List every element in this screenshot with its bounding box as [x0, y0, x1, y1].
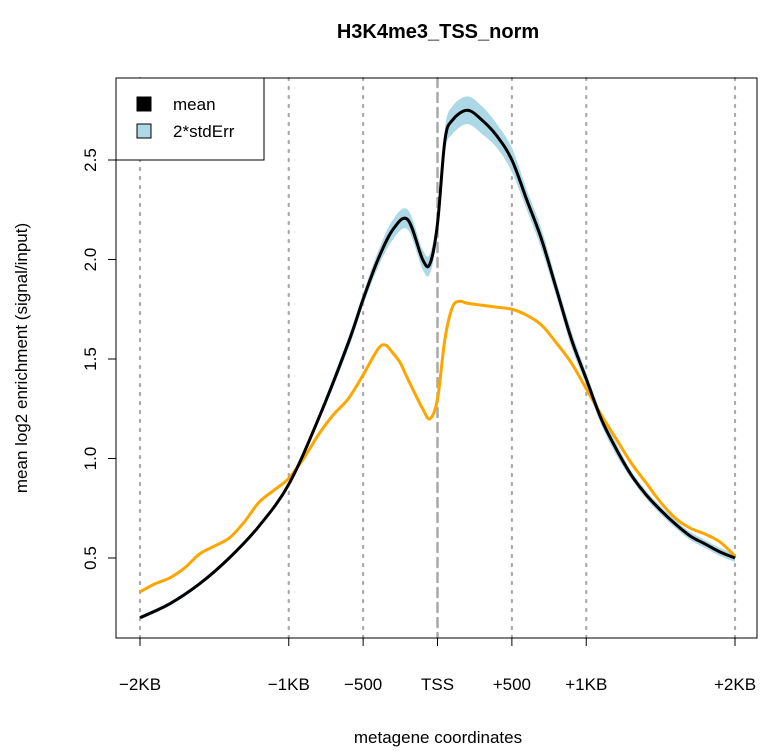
legend-label: 2*stdErr [173, 122, 235, 141]
x-tick-label: −500 [344, 675, 382, 694]
y-axis: 0.5 1.0 1.5 2.0 2.5 [81, 148, 117, 570]
chart-title: H3K4me3_TSS_norm [337, 21, 539, 43]
x-tick-label: +2KB [714, 675, 756, 694]
y-tick-label: 0.5 [81, 546, 100, 570]
x-tick-label: −1KB [268, 675, 310, 694]
y-axis-label: mean log2 enrichment (signal/input) [12, 223, 31, 493]
legend-swatch [136, 96, 152, 112]
x-axis-label: metagene coordinates [354, 728, 522, 747]
series-lines-group [139, 108, 737, 620]
x-tick-label: +500 [493, 675, 531, 694]
x-tick-label: −2KB [119, 675, 161, 694]
series-line-mean [139, 108, 736, 620]
x-tick-label: TSS [421, 675, 454, 694]
x-tick-label: +1KB [565, 675, 607, 694]
legend: mean 2*stdErr [115, 77, 265, 161]
y-tick-label: 1.0 [81, 447, 100, 471]
y-tick-label: 2.5 [81, 148, 100, 172]
x-axis: −2KB −1KB −500 TSS +500 +1KB +2KB [119, 637, 756, 694]
series-line-orange [139, 299, 737, 594]
y-tick-label: 2.0 [81, 248, 100, 272]
y-tick-label: 1.5 [81, 347, 100, 371]
vertical-grid-lines [138, 76, 737, 640]
legend-box [115, 77, 265, 161]
legend-swatch [136, 123, 152, 139]
legend-label: mean [173, 95, 216, 114]
